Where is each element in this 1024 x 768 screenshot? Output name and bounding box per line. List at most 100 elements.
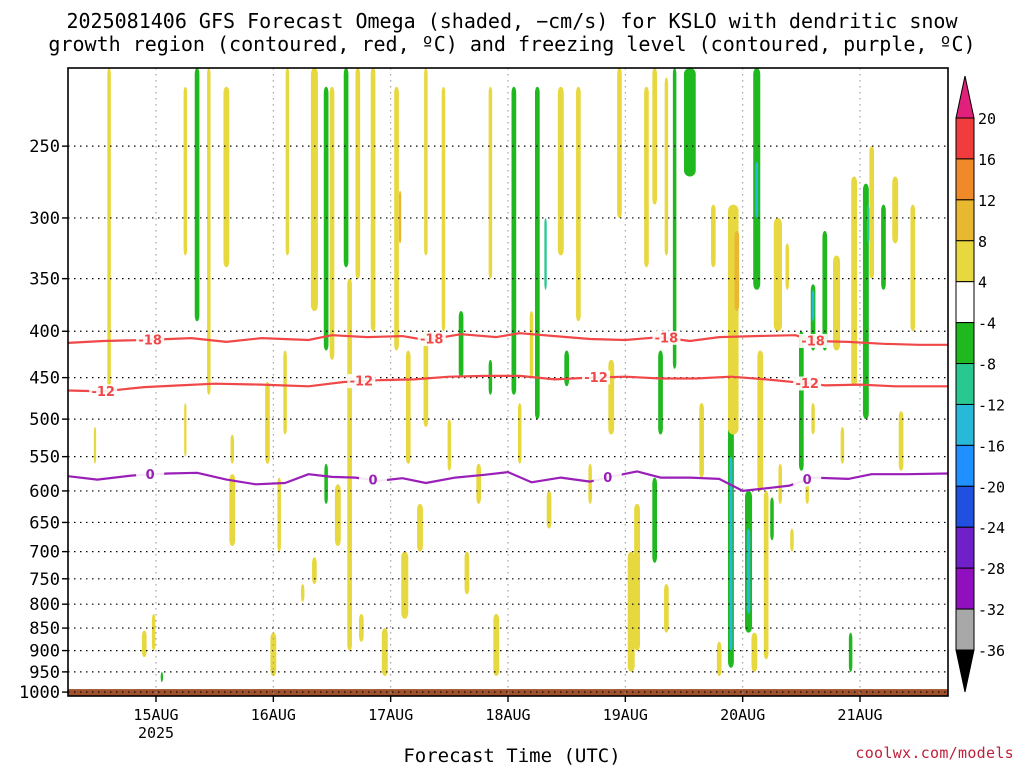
colorbar-top-arrow [955,75,975,119]
omega-shaded-cell [529,311,534,378]
contour-label-bg [417,332,446,347]
contour-label: -18 [138,333,162,348]
colorbar-band [955,240,975,283]
site-credit: coolwx.com/models [855,744,1014,762]
x-tick-label: 16AUG [251,706,296,724]
omega-shaded-cell [312,557,317,585]
omega-shaded-cell [652,68,658,205]
chart-title-line-1: 2025081406 GFS Forecast Omega (shaded, −… [66,9,958,33]
colorbar-band [955,403,975,446]
omega-shaded-cell [588,463,592,504]
x-tick-label: 19AUG [603,706,648,724]
omega-shaded-cell [898,411,904,471]
omega-shaded-cell [107,68,111,395]
x-tick-sublabel: 2025 [138,724,174,742]
contour-label: -18 [655,331,679,346]
colorbar-level-label: -28 [978,560,1005,578]
contour-label-bg [582,370,610,385]
omega-shaded-cell [617,68,622,218]
colorbar-level-label: 4 [978,274,987,292]
omega-shaded-cell [710,204,716,268]
y-tick-label: 850 [29,619,60,639]
omega-shaded-cell [476,463,482,504]
colorbar-legend: 20 16 12 8 4 -4 -8 -12 -16 -20 -24 -28 -32 -36 [955,75,1005,693]
y-tick-label: 750 [29,570,60,590]
omega-shaded-cell [576,86,581,322]
omega-shaded-cell [323,86,329,351]
omega-shaded-cell [183,86,188,256]
colorbar-level-label: -24 [978,519,1005,537]
contour-label-bg [799,333,828,348]
contour-label: 0 [369,474,378,489]
omega-shaded-cell [285,68,290,256]
omega-shaded-cell [634,503,640,651]
omega-shaded-cell [557,86,564,256]
omega-shaded-cell [310,68,318,312]
contour-label: -12 [91,385,115,400]
omega-shaded-cell [184,403,187,457]
colorbar-band [955,444,975,487]
colorbar-level-label: 16 [978,151,996,169]
omega-shaded-cell [358,613,364,642]
omega-shaded-cell [151,613,156,651]
omega-shaded-cell [644,86,649,268]
omega-shaded-cell [417,503,423,552]
omega-shaded-cell [441,86,446,332]
contour-line-0 [68,470,948,492]
y-tick-label: 250 [29,137,60,157]
y-tick-label: 600 [29,482,60,502]
colorbar-level-label: -8 [978,356,996,374]
colorbar-band [955,608,975,651]
contour-label-bg [652,330,681,345]
omega-shaded-cell [488,86,493,279]
contour-label: 0 [146,468,155,483]
omega-shaded-cell [790,528,794,552]
x-tick-label: 21AUG [837,706,882,724]
omega-shaded-cell [493,613,500,677]
colorbar-level-label: -4 [978,315,996,333]
omega-shaded-cell [93,426,97,464]
y-tick-label: 900 [29,642,60,662]
contour-label: 0 [603,471,612,486]
omega-shaded-cell [398,190,402,244]
omega-shaded-cell [207,68,211,395]
omega-shaded-cell [699,403,704,478]
y-tick-label: 300 [29,209,60,229]
colorbar-band [955,567,975,610]
omega-shaded-cell [194,68,200,322]
omega-shaded-cell [347,278,352,651]
omega-shaded-cell [751,632,758,672]
omega-shaded-cell [447,419,452,471]
omega-shaded-cell [324,463,328,504]
omega-shaded-cell [343,68,349,268]
omega-shaded-cell [488,359,493,395]
omega-shaded-cell [370,68,376,332]
omega-shaded-cell [811,289,815,322]
omega-shaded-cell [822,230,828,351]
omega-shaded-cell [862,183,869,420]
y-tick-label: 950 [29,663,60,683]
omega-shaded-cell [867,204,870,244]
y-tick-label: 450 [29,369,60,389]
omega-shading [93,68,916,683]
omega-shaded-cell [283,350,287,435]
omega-shaded-cell [329,86,335,360]
contour-label: -18 [801,334,825,349]
contour-label-bg [793,472,822,487]
colorbar-band [955,158,975,201]
x-tick-label: 17AUG [368,706,413,724]
contour-label: -12 [350,375,374,390]
colorbar-bottom-arrow [955,649,975,693]
omega-shaded-cell [840,426,845,464]
contour-label: -12 [584,371,608,386]
chart-title-line-2: growth region (contoured, red, ºC) and f… [48,32,976,56]
omega-shaded-cell [755,161,759,218]
omega-shaded-cell [658,350,663,435]
omega-shaded-cell [458,311,464,378]
omega-shaded-cell [544,217,547,290]
omega-shaded-cell [270,632,277,677]
omega-shaded-cell [684,68,696,177]
omega-shaded-cell [746,528,751,614]
y-tick-label: 500 [29,410,60,430]
